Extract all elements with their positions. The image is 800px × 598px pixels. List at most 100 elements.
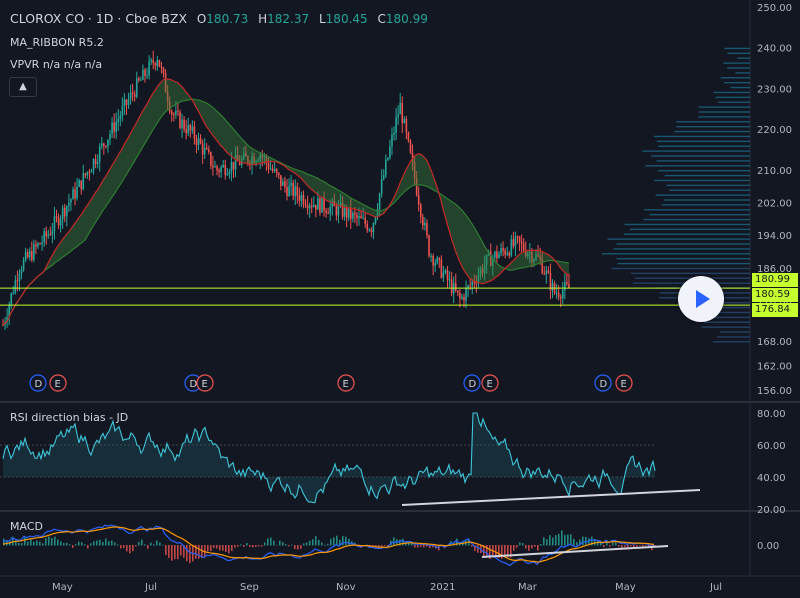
price-candle [88, 171, 91, 173]
vpvr-bar [602, 253, 750, 255]
price-candle [59, 219, 62, 226]
price-candle [524, 250, 527, 256]
price-candle [514, 236, 517, 246]
price-candle [193, 126, 196, 139]
macd-histogram-bar [501, 545, 503, 559]
price-candle [310, 205, 313, 207]
price-candle [158, 59, 161, 67]
price-candle [438, 257, 441, 260]
price-candle [280, 175, 282, 186]
price-candle [131, 92, 134, 95]
vpvr-bar [676, 121, 750, 123]
macd-histogram-bar [150, 542, 152, 546]
rsi-axis-tick: 80.00 [757, 409, 786, 420]
time-axis-tick: 2021 [430, 582, 455, 593]
macd-histogram-bar [84, 544, 86, 546]
macd-histogram-bar [615, 542, 617, 546]
macd-histogram-bar [207, 545, 209, 552]
vpvr-bar [718, 101, 750, 103]
vpvr-bar [735, 72, 750, 74]
macd-histogram-bar [324, 544, 326, 546]
vpvr-bar [643, 218, 750, 221]
price-candle [384, 159, 387, 176]
collapse-indicators-button[interactable]: ▲ [9, 77, 37, 97]
price-candle [84, 173, 87, 176]
vpvr-bar [642, 150, 750, 152]
price-candle [113, 122, 115, 132]
macd-histogram-bar [267, 538, 269, 546]
macd-histogram-bar [537, 545, 539, 551]
rsi-axis-tick: 40.00 [757, 473, 786, 484]
price-candle [72, 189, 74, 200]
macd-histogram-bar [603, 545, 605, 548]
vpvr-bar [669, 189, 750, 191]
price-candle [232, 161, 235, 170]
open-value: 180.73 [206, 12, 249, 26]
price-candle [257, 160, 259, 162]
macd-signal-line [2, 526, 655, 563]
macd-histogram-bar [216, 545, 218, 549]
price-candle [343, 207, 346, 217]
macd-histogram-bar [588, 538, 590, 546]
price-candle [345, 207, 348, 218]
vpvr-bar [703, 316, 750, 319]
price-candle [123, 99, 126, 107]
macd-pane-title[interactable]: MACD [10, 520, 43, 533]
price-axis-tick: 220.00 [757, 125, 792, 136]
price-candle [489, 251, 492, 267]
rsi-line [2, 412, 656, 504]
macd-histogram-bar [141, 539, 143, 546]
price-candle [459, 292, 461, 299]
price-candle [275, 169, 278, 173]
price-candle [391, 134, 393, 147]
price-candle [33, 244, 35, 260]
ma-ribbon-indicator[interactable]: MA_RIBBON R5.2 [10, 36, 104, 49]
play-button[interactable] [678, 276, 724, 322]
macd-histogram-bar [66, 542, 68, 546]
price-axis-tick: 240.00 [757, 44, 792, 55]
macd-histogram-bar [111, 540, 113, 546]
macd-histogram-bar [432, 545, 434, 548]
price-candle [43, 231, 45, 243]
macd-histogram-bar [321, 542, 323, 546]
price-candle [457, 290, 459, 293]
vpvr-bar [698, 116, 750, 118]
price-candle [461, 296, 463, 299]
price-candle [387, 157, 389, 160]
macd-histogram-bar [273, 540, 275, 546]
price-candle [444, 270, 447, 273]
price-candle [399, 102, 401, 115]
vpvr-indicator[interactable]: VPVR n/a n/a n/a [10, 58, 103, 71]
macd-histogram-bar [120, 545, 122, 549]
price-candle [6, 317, 8, 322]
macd-histogram-bar [534, 545, 536, 547]
price-candle [376, 209, 379, 217]
macd-histogram-bar [633, 545, 635, 548]
price-candle [273, 169, 276, 171]
time-axis-tick: May [615, 582, 636, 593]
price-candle [115, 121, 117, 132]
price-candle [150, 59, 152, 62]
price-candle [378, 193, 381, 210]
macd-line [2, 524, 655, 567]
vpvr-bar [616, 257, 750, 260]
price-candle [100, 143, 103, 147]
macd-histogram-bar [51, 537, 53, 546]
macd-histogram-bar [165, 545, 167, 555]
price-candle [354, 212, 356, 215]
macd-histogram-bar [297, 545, 299, 550]
price-candle [541, 258, 543, 274]
price-candle [471, 281, 474, 286]
macd-histogram-bar [504, 545, 506, 558]
low-value: 180.45 [325, 12, 368, 26]
price-candle [432, 255, 434, 266]
price-candle [28, 250, 31, 258]
macd-histogram-bar [126, 545, 128, 552]
rsi-pane-title[interactable]: RSI direction bias - JD [10, 411, 129, 424]
price-label-level2: 176.84 [752, 303, 798, 317]
price-candle [498, 253, 500, 259]
event-marker-label: E [202, 379, 208, 390]
macd-histogram-bar [555, 535, 557, 546]
macd-histogram-bar [195, 545, 197, 559]
